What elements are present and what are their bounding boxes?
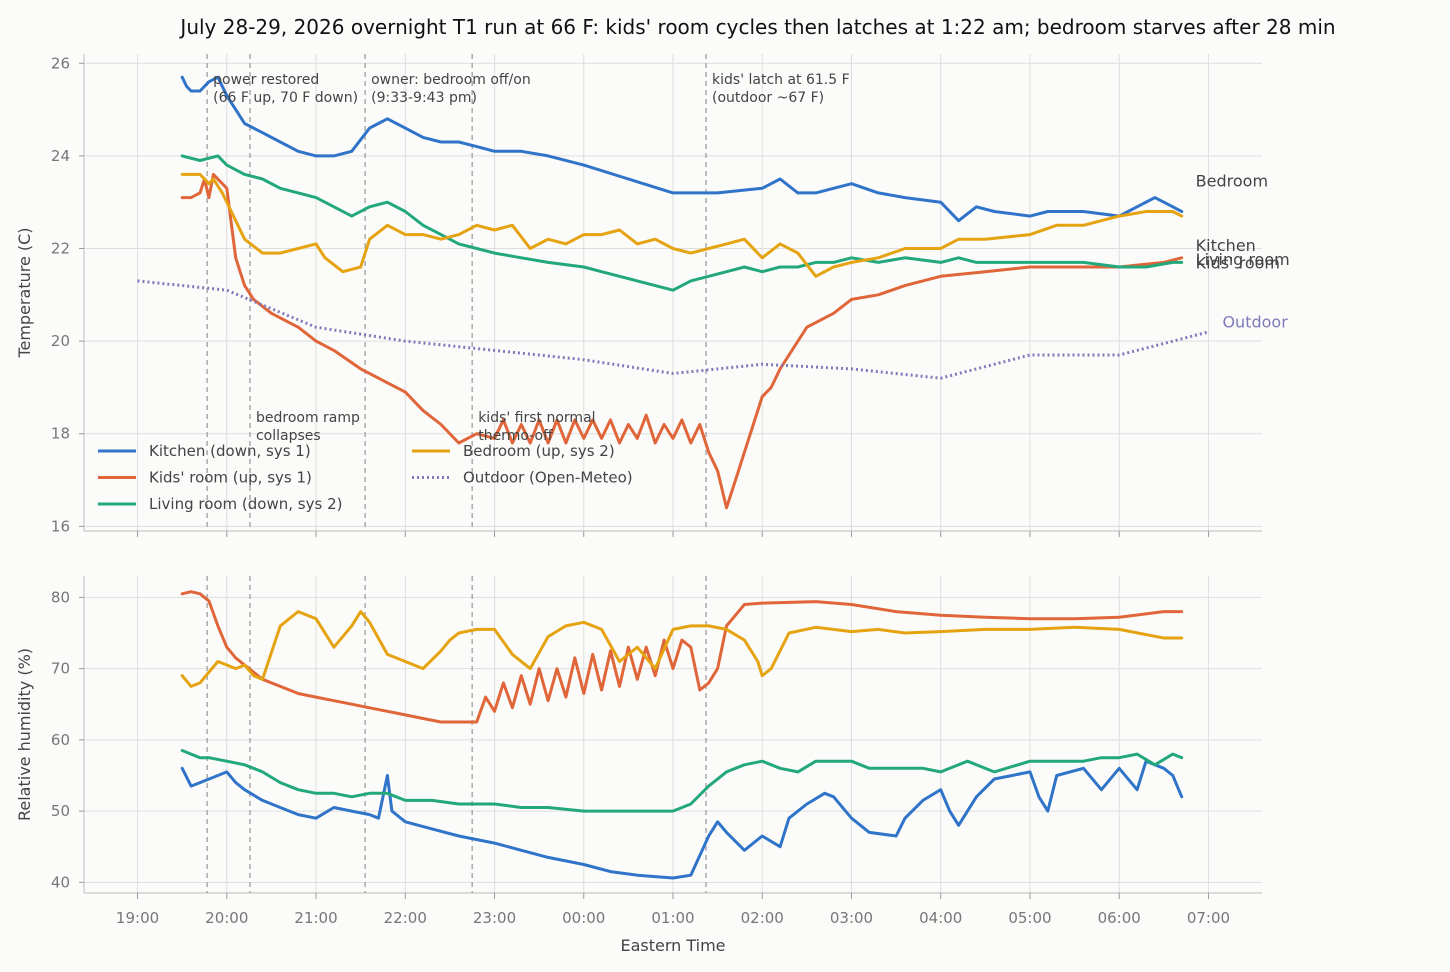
- y-tick-label: 24: [51, 147, 70, 165]
- temperature-panel: 16 18 20 22 24 26 Temperature (C) power restore…: [15, 54, 1290, 537]
- x-tick-label: 23:00: [473, 909, 516, 927]
- y-tick-label: 22: [51, 240, 70, 258]
- annotation-text: kids' latch at 61.5 F (outdoor ~67 F): [712, 72, 850, 106]
- annotation-line: (outdoor ~67 F): [712, 90, 824, 106]
- annotation-line: bedroom ramp: [256, 410, 360, 426]
- chart-title: July 28-29, 2026 overnight T1 run at 66 …: [178, 15, 1335, 39]
- legend-label-kitchen: Kitchen (down, sys 1): [149, 442, 311, 460]
- series-line-kids: [180, 172, 1184, 510]
- y-tick-label: 16: [51, 517, 70, 535]
- series-line-living: [180, 749, 1184, 813]
- y-tick-label: 70: [51, 660, 70, 678]
- y-tick-label: 26: [51, 54, 70, 72]
- x-tick-label: 19:00: [116, 909, 159, 927]
- annotation-line: kids' latch at 61.5 F: [712, 72, 850, 88]
- x-tick-label: 03:00: [830, 909, 873, 927]
- series-end-label-bedroom: Bedroom: [1196, 171, 1268, 190]
- x-tick-label: 04:00: [919, 909, 962, 927]
- x-tick-label: 07:00: [1187, 909, 1230, 927]
- series-line-kids: [180, 590, 1184, 724]
- annotation-line: thermo-off: [478, 428, 553, 444]
- series-end-label-kitchen: Kitchen: [1196, 236, 1256, 255]
- annotation-text: power restored (66 F up, 70 F down): [213, 72, 358, 106]
- x-tick-label: 01:00: [651, 909, 694, 927]
- x-tick-label: 02:00: [741, 909, 784, 927]
- annotation-line: owner: bedroom off/on: [371, 72, 531, 88]
- series-line-bedroom: [180, 172, 1184, 278]
- y-axis-label: Temperature (C): [15, 227, 34, 358]
- legend-label-bedroom: Bedroom (up, sys 2): [463, 442, 615, 460]
- y-tick-label: 80: [51, 588, 70, 606]
- x-tick-label: 20:00: [205, 909, 248, 927]
- annotation-line: kids' first normal: [478, 410, 595, 426]
- y-tick-label: 18: [51, 425, 70, 443]
- x-tick-label: 05:00: [1008, 909, 1051, 927]
- y-axis-label: Relative humidity (%): [15, 648, 34, 821]
- annotation-text: kids' first normal thermo-off: [478, 410, 595, 444]
- series-line-outdoor: [137, 279, 1209, 380]
- annotation-line: collapses: [256, 428, 321, 444]
- grid: [84, 576, 1262, 893]
- y-tick-label: 60: [51, 731, 70, 749]
- humidity-panel: 40 50 60 70 80 19:00 20:00 21:00 22:00 23:00 00:00…: [15, 576, 1262, 955]
- series-end-label-kids: Kids' room: [1196, 253, 1280, 272]
- annotation-line: (66 F up, 70 F down): [213, 90, 358, 106]
- x-tick-label: 22:00: [384, 909, 427, 927]
- annotation-line: power restored: [213, 72, 319, 88]
- x-tick-label: 00:00: [562, 909, 605, 927]
- series-line-kitchen: [180, 759, 1184, 880]
- annotation-text: owner: bedroom off/on (9:33-9:43 pm): [371, 72, 531, 106]
- annotation-text: bedroom ramp collapses: [256, 410, 360, 444]
- y-tick-label: 40: [51, 873, 70, 891]
- annotation-line: (9:33-9:43 pm): [371, 90, 477, 106]
- legend-label-kids: Kids' room (up, sys 1): [149, 469, 312, 487]
- series-line-bedroom: [180, 610, 1184, 688]
- series-end-label-living: Living room: [1196, 250, 1290, 269]
- y-tick-label: 50: [51, 802, 70, 820]
- legend-label-outdoor: Outdoor (Open-Meteo): [463, 469, 633, 487]
- y-tick-label: 20: [51, 332, 70, 350]
- x-tick-label: 21:00: [294, 909, 337, 927]
- legend: Kitchen (down, sys 1) Kids' room (up, sys…: [98, 442, 633, 513]
- series-end-label-outdoor: Outdoor: [1222, 313, 1288, 332]
- x-tick-label: 06:00: [1098, 909, 1141, 927]
- series-line-kitchen: [180, 75, 1184, 223]
- legend-label-living: Living room (down, sys 2): [149, 495, 342, 513]
- series-line-living: [180, 154, 1184, 292]
- x-axis-label: Eastern Time: [620, 936, 725, 955]
